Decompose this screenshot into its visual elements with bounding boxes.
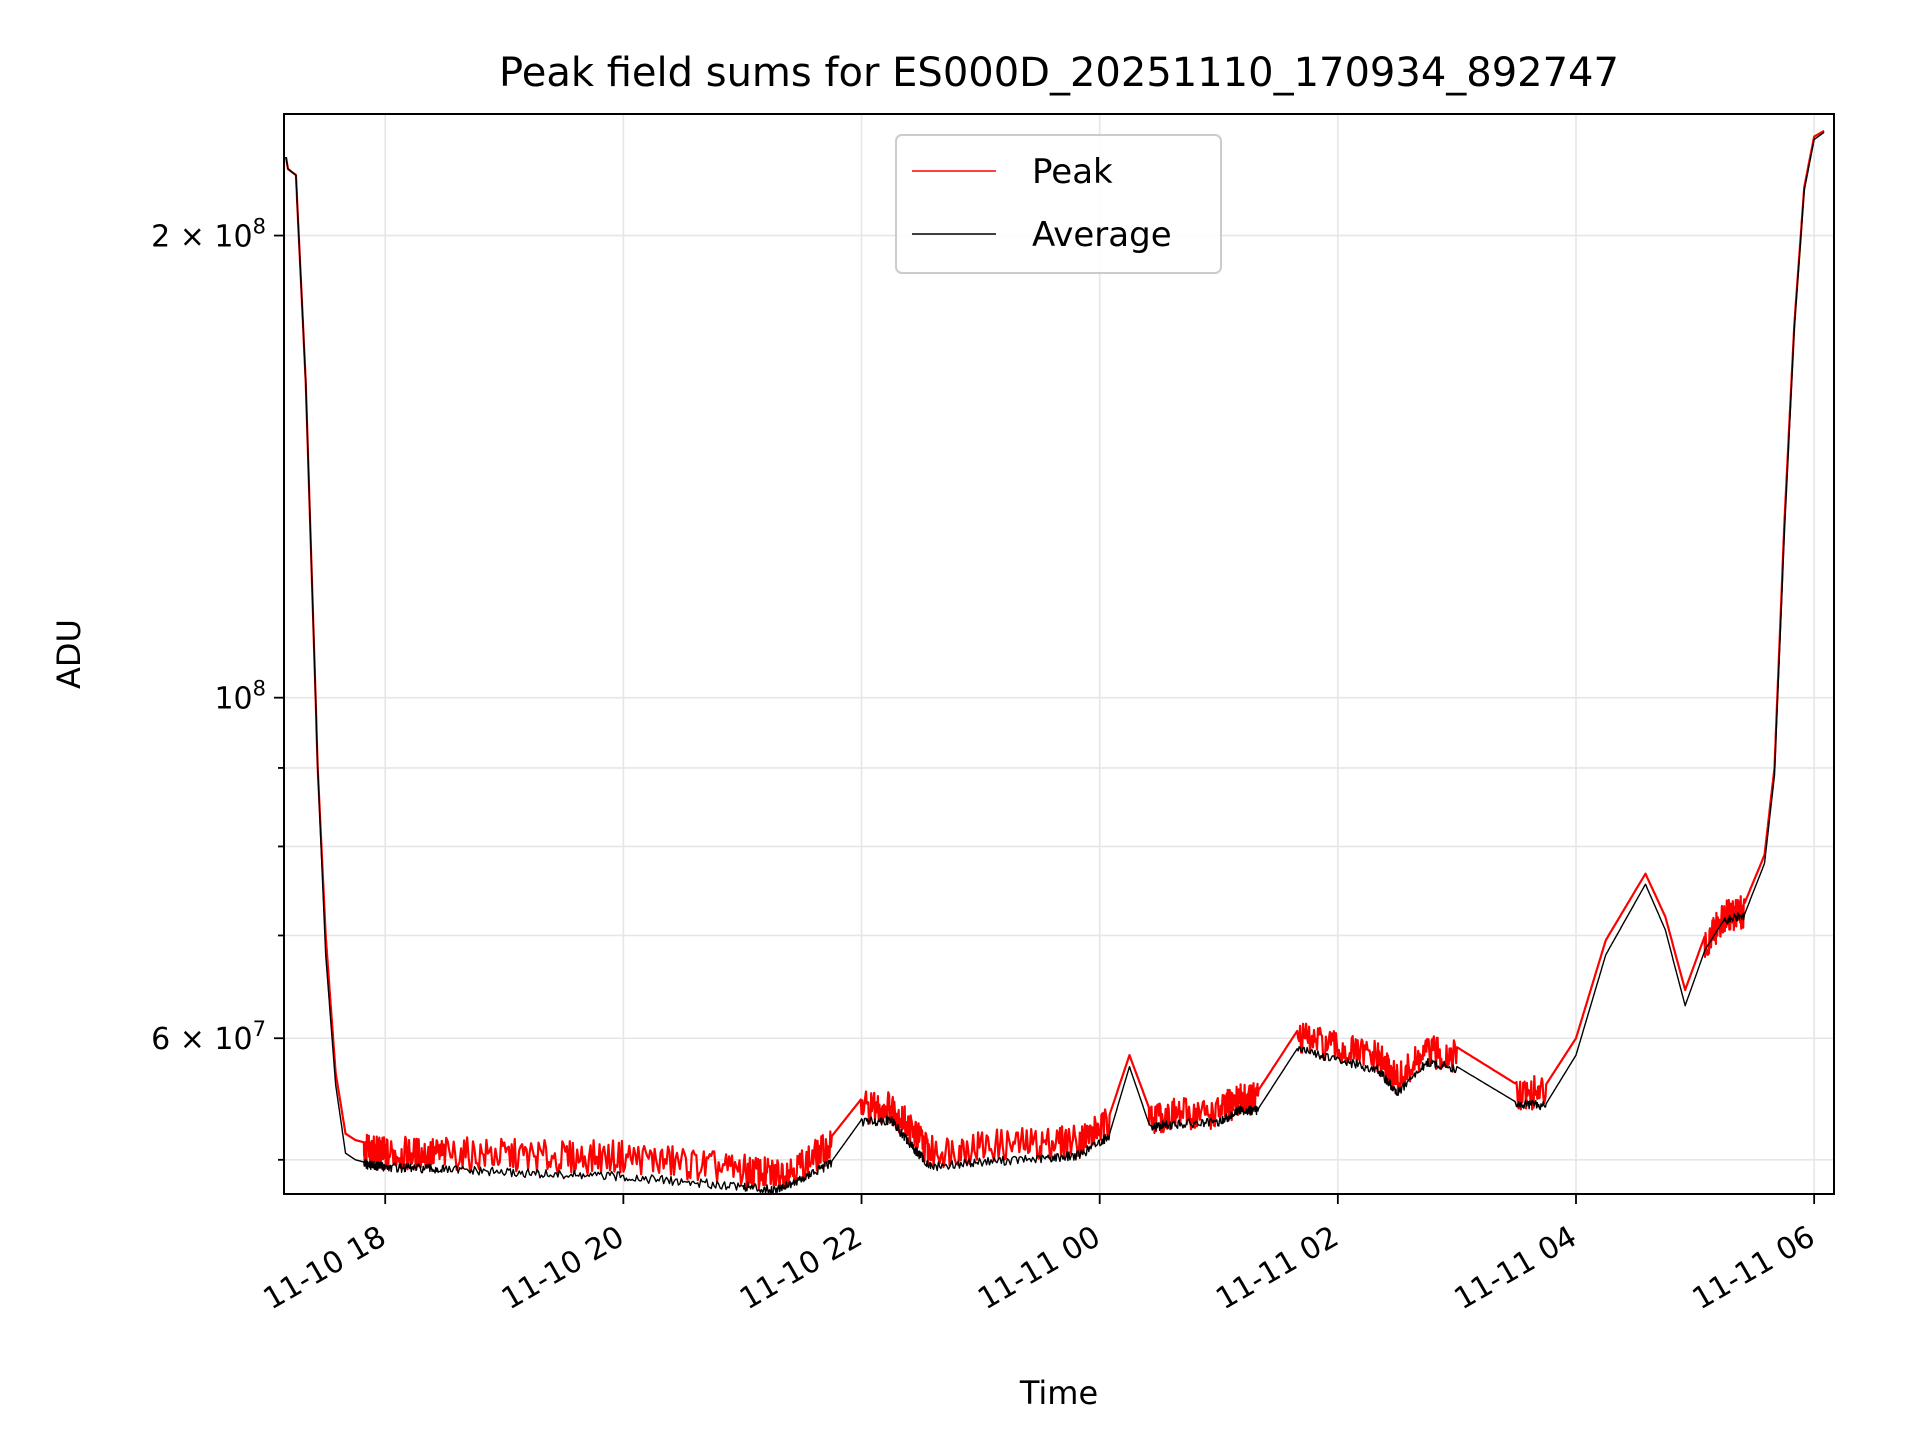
- y-tick-label: 2 × 108: [151, 215, 266, 255]
- legend-label-average: Average: [1032, 215, 1172, 255]
- series-line-average: [285, 131, 1825, 1194]
- series-layer: [284, 129, 1825, 1194]
- legend-box: [895, 134, 1222, 274]
- plot-frame: [283, 113, 1835, 1195]
- series-line-peak: [284, 129, 1825, 1190]
- y-tick-label: 108: [214, 677, 266, 717]
- y-axis-label: ADU: [50, 619, 88, 689]
- legend: Peak Average: [895, 134, 1222, 274]
- legend-label-peak: Peak: [1032, 152, 1113, 192]
- chart-title: Peak field sums for ES000D_20251110_1709…: [499, 50, 1619, 96]
- x-axis-label: Time: [1019, 1374, 1098, 1412]
- y-tick-label: 6 × 107: [151, 1017, 266, 1057]
